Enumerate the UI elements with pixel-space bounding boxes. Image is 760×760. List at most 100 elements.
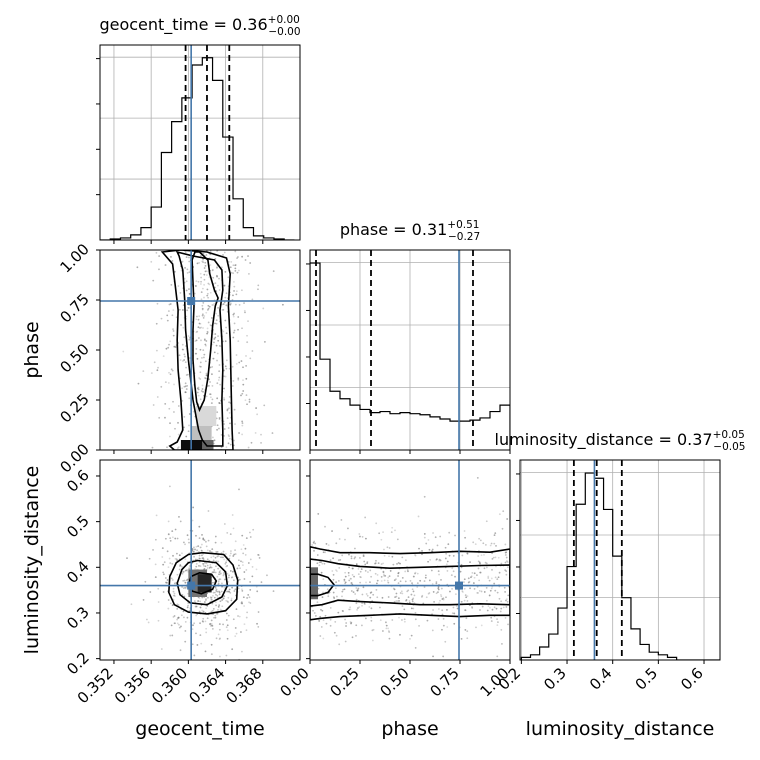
sample-point xyxy=(225,654,228,657)
sample-point xyxy=(355,634,357,637)
sample-point xyxy=(412,607,415,610)
sample-point xyxy=(237,377,240,380)
sample-point xyxy=(349,577,352,580)
sample-point xyxy=(201,304,204,307)
sample-point xyxy=(200,254,202,257)
sample-point xyxy=(233,285,236,288)
sample-point xyxy=(349,606,351,609)
sample-point xyxy=(332,578,335,581)
sample-point xyxy=(203,539,206,542)
sample-point xyxy=(246,341,249,344)
sample-point xyxy=(246,597,249,599)
sample-point xyxy=(237,587,240,590)
sample-point xyxy=(168,371,170,374)
sample-point xyxy=(498,597,501,600)
sample-point xyxy=(242,564,244,567)
sample-point xyxy=(505,560,508,562)
sample-point xyxy=(237,269,240,272)
sample-point xyxy=(193,555,195,558)
sample-point xyxy=(438,602,440,605)
sample-point xyxy=(365,537,367,540)
sample-point xyxy=(335,569,337,571)
sample-point xyxy=(427,560,429,563)
sample-point xyxy=(404,559,407,562)
sample-point xyxy=(202,610,205,613)
sample-point xyxy=(234,553,237,555)
sample-point xyxy=(438,558,441,561)
sample-point xyxy=(260,581,263,584)
y-tick-label-luminosity_distance: 0.4 xyxy=(63,557,93,587)
sample-point xyxy=(152,404,155,406)
sample-point xyxy=(196,549,198,552)
sample-point xyxy=(181,348,184,351)
sample-point xyxy=(423,533,426,535)
sample-point xyxy=(461,591,464,593)
sample-point xyxy=(218,402,221,405)
sample-point xyxy=(424,576,427,579)
sample-point xyxy=(425,596,428,599)
sample-point xyxy=(437,618,440,620)
x-tick-label-phase: 0.25 xyxy=(326,664,362,700)
sample-point xyxy=(263,404,266,407)
sample-point xyxy=(496,578,499,581)
sample-point xyxy=(210,610,213,613)
sample-point xyxy=(155,251,158,254)
sample-point xyxy=(158,268,160,271)
sample-point xyxy=(229,266,232,269)
sample-point xyxy=(217,560,220,563)
sample-point xyxy=(222,254,224,256)
sample-point xyxy=(496,591,499,594)
sample-point xyxy=(464,547,467,550)
sample-point xyxy=(167,607,170,610)
sample-point xyxy=(206,327,209,330)
sample-point xyxy=(218,591,221,594)
sample-point xyxy=(341,554,344,557)
sample-point xyxy=(319,635,322,637)
sample-point xyxy=(184,266,186,269)
sample-point xyxy=(235,293,238,296)
sample-point xyxy=(214,333,217,336)
sample-point xyxy=(166,581,168,584)
sample-point xyxy=(343,588,346,591)
sample-point xyxy=(348,553,350,556)
sample-point xyxy=(489,544,492,547)
sample-point xyxy=(258,554,260,557)
sample-point xyxy=(160,317,163,320)
sample-point xyxy=(252,528,255,531)
sample-point xyxy=(479,539,482,542)
sample-point xyxy=(230,550,232,552)
sample-point xyxy=(209,250,212,252)
sample-point xyxy=(487,605,490,608)
sample-point xyxy=(211,365,214,368)
sample-point xyxy=(411,600,414,603)
sample-point xyxy=(226,629,229,632)
sample-point xyxy=(256,413,259,416)
sample-point xyxy=(391,555,394,558)
sample-point xyxy=(218,591,221,594)
sample-point xyxy=(503,586,506,589)
sample-point xyxy=(408,601,411,604)
sample-point xyxy=(245,616,248,619)
sample-point xyxy=(313,549,315,552)
truth-point xyxy=(187,297,196,305)
sample-point xyxy=(439,535,442,538)
sample-point xyxy=(220,266,223,269)
sample-point xyxy=(160,385,163,388)
sample-point xyxy=(242,390,245,392)
sample-point xyxy=(234,549,236,552)
sample-point xyxy=(225,599,228,602)
sample-point xyxy=(226,564,229,567)
sample-point xyxy=(216,411,219,414)
sample-point xyxy=(439,599,441,602)
sample-point xyxy=(437,608,440,610)
sample-point xyxy=(237,256,239,258)
sample-point xyxy=(240,560,242,563)
sample-point xyxy=(505,599,507,602)
truth-point xyxy=(187,581,196,590)
sample-point xyxy=(183,385,186,388)
sample-point xyxy=(452,555,455,557)
sample-point xyxy=(258,557,261,559)
sample-point xyxy=(198,537,201,540)
sample-point xyxy=(361,602,364,605)
sample-point xyxy=(218,277,220,280)
